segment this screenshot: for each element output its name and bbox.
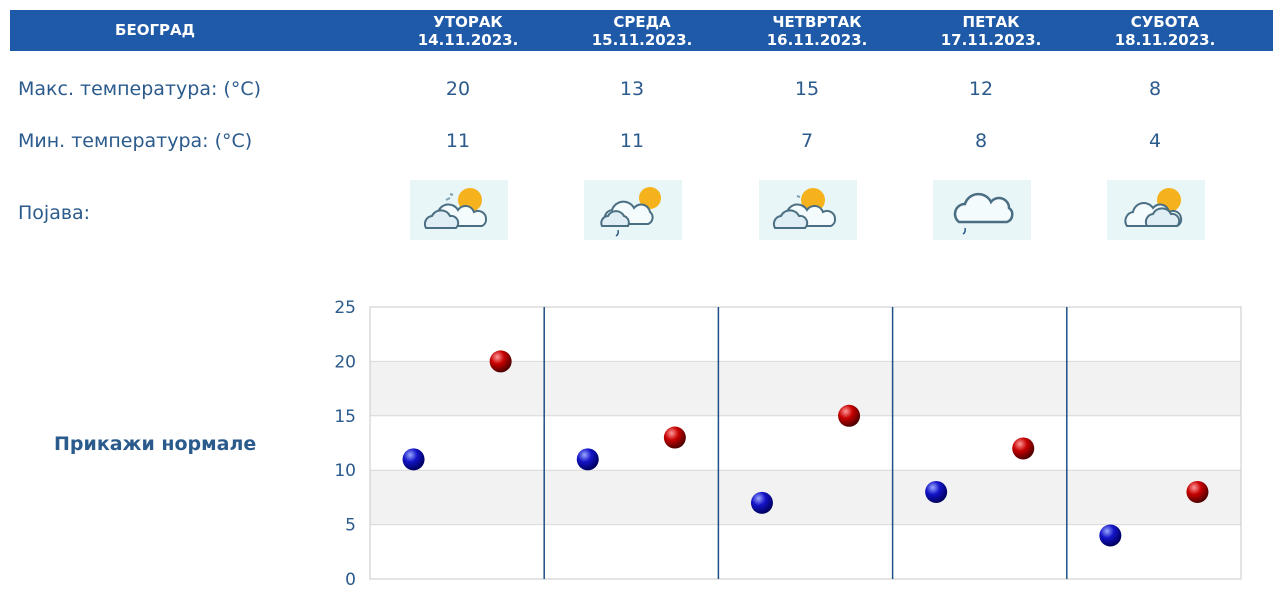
max-temp-value: 12 [968, 78, 994, 100]
y-tick-label: 10 [334, 461, 356, 481]
min-temp-value: 11 [619, 130, 645, 152]
day-date: 15.11.2023. [591, 31, 693, 49]
sun-clouds-rain-icon [584, 180, 682, 240]
max-temp-label: Макс. температура: (°C) [18, 78, 261, 100]
y-tick-label: 15 [334, 407, 356, 427]
max-temp-point [838, 404, 861, 427]
min-temp-point [402, 448, 425, 471]
day-date: 18.11.2023. [1114, 31, 1216, 49]
day-header-5: СУБОТА 18.11.2023. [1085, 10, 1245, 54]
sun-behind-clouds-icon [410, 180, 508, 240]
city-name: БЕОГРАД [115, 21, 195, 39]
y-tick-label: 0 [345, 570, 356, 590]
max-temp-point [663, 426, 686, 449]
day-name: УТОРАК [433, 13, 503, 31]
max-temp-point [1012, 437, 1035, 460]
max-temp-value: 13 [619, 78, 645, 100]
max-temp-value: 20 [445, 78, 471, 100]
sun-behind-clouds-icon [1107, 180, 1205, 240]
y-tick-label: 5 [345, 516, 356, 536]
max-temp-value: 15 [794, 78, 820, 100]
sun-behind-clouds-icon [759, 180, 857, 240]
day-header-4: ПЕТАК 17.11.2023. [911, 10, 1071, 54]
phenomenon-label: Појава: [18, 202, 91, 224]
min-temp-value: 4 [1148, 130, 1162, 152]
min-temp-value: 7 [800, 130, 814, 152]
day-header-2: СРЕДА 15.11.2023. [562, 10, 722, 54]
min-temp-label: Мин. температура: (°C) [18, 130, 253, 152]
plot-border [369, 306, 1242, 580]
forecast-header: БЕОГРАД УТОРАК 14.11.2023. СРЕДА 15.11.2… [10, 10, 1273, 51]
grid-band [370, 470, 1241, 525]
day-date: 16.11.2023. [766, 31, 868, 49]
day-name: ЧЕТВРТАК [772, 13, 862, 31]
min-temp-point [750, 491, 773, 514]
y-tick-label: 25 [334, 298, 356, 318]
grid-band [370, 361, 1241, 416]
max-temp-point [489, 350, 512, 373]
show-normals-link[interactable]: Прикажи нормале [54, 433, 257, 455]
day-header-3: ЧЕТВРТАК 16.11.2023. [737, 10, 897, 54]
day-name: СУБОТА [1130, 13, 1200, 31]
day-header-1: УТОРАК 14.11.2023. [388, 10, 548, 54]
y-tick-label: 20 [334, 352, 356, 372]
max-temp-point [1186, 480, 1209, 503]
day-date: 14.11.2023. [417, 31, 519, 49]
min-temp-point [1099, 524, 1122, 547]
max-temp-value: 8 [1148, 78, 1162, 100]
day-name: ПЕТАК [962, 13, 1020, 31]
min-temp-point [576, 448, 599, 471]
min-temp-value: 8 [974, 130, 988, 152]
min-temp-value: 11 [445, 130, 471, 152]
min-temp-point [925, 480, 948, 503]
day-date: 17.11.2023. [940, 31, 1042, 49]
day-name: СРЕДА [613, 13, 671, 31]
cloud-rain-icon [933, 180, 1031, 240]
